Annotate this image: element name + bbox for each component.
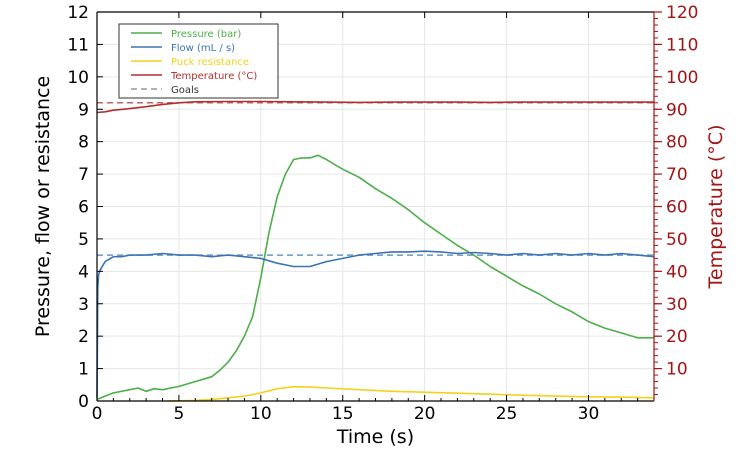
y2-axis-title: Temperature (°C)	[705, 125, 727, 290]
series-layer	[96, 100, 655, 402]
legend-label-goals: Goals	[171, 85, 199, 96]
x-tick-label: 5	[173, 404, 184, 424]
x-tick-label: 15	[332, 404, 354, 424]
y2-tick-label: 30	[666, 295, 688, 315]
y2-tick-label: 100	[666, 68, 698, 88]
y2-tick-label: 110	[666, 35, 698, 55]
y2-tick-label: 10	[666, 360, 688, 380]
y-tick-label: 12	[67, 3, 89, 23]
legend-label-resistance: Puck resistance	[171, 57, 249, 68]
legend-label-flow: Flow (mL / s)	[171, 43, 235, 54]
y-axis-title: Pressure, flow or resistance	[32, 76, 54, 337]
y-tick-label: 5	[78, 230, 89, 250]
series-line-flow	[96, 250, 655, 398]
y2-tick-label: 70	[666, 165, 688, 185]
x-tick-label: 30	[578, 404, 600, 424]
x-tick-label: 25	[496, 404, 518, 424]
legend: Pressure (bar) Flow (mL / s) Puck resistan…	[118, 23, 279, 99]
legend-label-pressure: Pressure (bar)	[171, 29, 241, 40]
y-tick-label: 8	[78, 133, 89, 153]
series-line-resistance	[167, 385, 655, 402]
y-tick-label: 6	[78, 198, 89, 218]
y-tick-label: 2	[78, 327, 89, 347]
y-tick-label: 4	[78, 262, 89, 282]
y2-tick-label: 50	[666, 230, 688, 250]
y2-tick-label: 120	[666, 3, 698, 23]
grid	[96, 11, 654, 402]
y2-tick-label: 90	[666, 100, 688, 120]
y2-tick-label: 60	[666, 198, 688, 218]
y-tick-label: 1	[78, 360, 89, 380]
y-tick-label: 0	[78, 392, 89, 412]
x-tick-label: 0	[92, 404, 103, 424]
series-line-pressure	[96, 154, 654, 401]
y2-tick-label: 20	[666, 327, 688, 347]
series-line-temperature	[96, 100, 654, 114]
x-tick-label: 20	[414, 404, 436, 424]
y-tick-label: 3	[78, 295, 89, 315]
ticks: 0 5 10 15 20 25 300123456789101112102030405060…	[67, 3, 698, 424]
y-tick-label: 7	[78, 165, 89, 185]
legend-label-temperature: Temperature (°C)	[170, 71, 257, 82]
y-tick-label: 10	[67, 68, 89, 88]
y2-tick-label: 80	[666, 133, 688, 153]
y2-tick-label: 40	[666, 262, 688, 282]
y-tick-label: 11	[67, 35, 89, 55]
x-tick-label: 10	[250, 404, 272, 424]
x-axis-title: Time (s)	[336, 426, 414, 448]
y-tick-label: 9	[78, 100, 89, 120]
